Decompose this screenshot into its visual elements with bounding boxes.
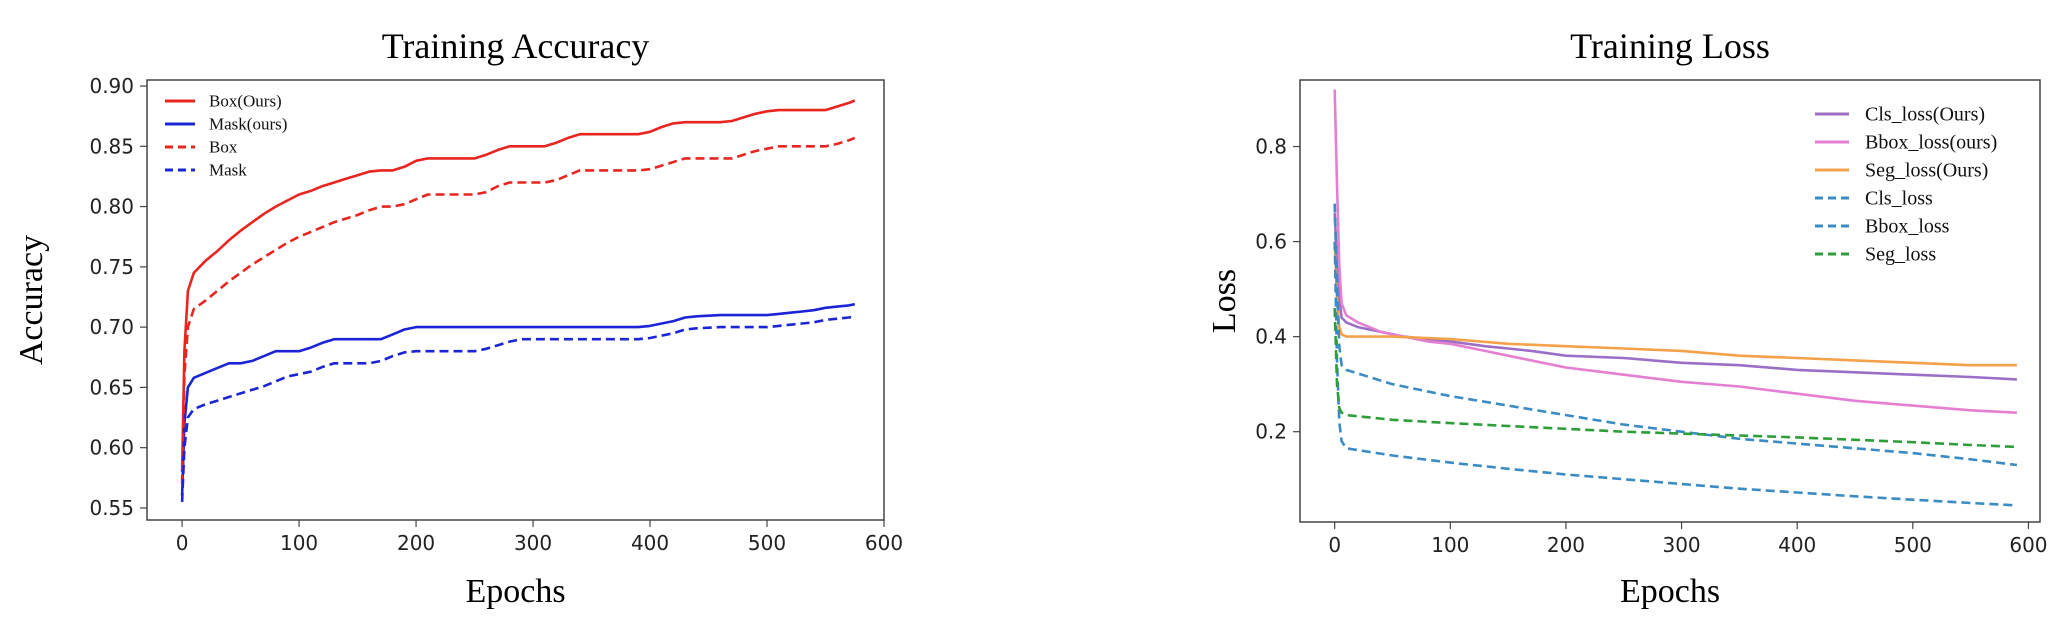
acc-x-tick-label: 0 xyxy=(176,531,189,555)
acc-legend-label: Box(Ours) xyxy=(209,92,282,111)
acc-y-tick-label: 0.65 xyxy=(89,375,134,399)
acc-series-line-0 xyxy=(180,99,856,472)
acc-legend-label: Mask(ours) xyxy=(209,115,287,134)
acc-x-tick-label: 200 xyxy=(397,531,435,555)
acc-series-line-1 xyxy=(180,302,856,496)
acc-x-axis-label: Epochs xyxy=(465,573,565,610)
acc-x-tick-label: 400 xyxy=(631,531,669,555)
loss-legend-label: Bbox_loss(ours) xyxy=(1865,132,1997,154)
acc-y-tick-label: 0.80 xyxy=(89,195,134,219)
loss-legend-label: Cls_loss(Ours) xyxy=(1865,104,1985,126)
acc-y-tick-label: 0.90 xyxy=(89,74,134,98)
acc-y-axis-label: Accuracy xyxy=(13,235,50,365)
loss-y-tick-label: 0.2 xyxy=(1255,420,1287,444)
loss-legend-label: Cls_loss xyxy=(1865,188,1933,210)
acc-y-tick-label: 0.75 xyxy=(89,255,134,279)
acc-legend: Box(Ours) Mask(ours) Box Mask xyxy=(165,92,287,180)
acc-x-tick-label: 600 xyxy=(865,531,903,555)
loss-x-tick-label: 600 xyxy=(2009,533,2047,557)
acc-y-tick-label: 0.85 xyxy=(89,134,134,158)
loss-legend: Cls_loss(Ours) Bbox_loss(ours) Seg_loss(Ou… xyxy=(1815,104,1997,266)
acc-x-tick-label: 100 xyxy=(280,531,318,555)
acc-x-tick-label: 300 xyxy=(514,531,552,555)
acc-y-tick-label: 0.55 xyxy=(89,496,134,520)
loss-plot-frame xyxy=(1299,79,2041,523)
loss-legend-label: Seg_loss xyxy=(1865,244,1936,266)
acc-y-tick-label: 0.70 xyxy=(89,315,134,339)
loss-y-tick-label: 0.6 xyxy=(1255,230,1287,254)
acc-y-tick-label: 0.60 xyxy=(89,436,134,460)
acc-legend-label: Mask xyxy=(209,161,247,180)
loss-legend-label: Seg_loss(Ours) xyxy=(1865,160,1988,182)
acc-plot-frame xyxy=(146,79,885,521)
acc-x-tick-label: 500 xyxy=(748,531,786,555)
loss-series-line-1 xyxy=(1333,89,2017,414)
loss-series-line-5 xyxy=(1333,308,2017,449)
loss-series-line-3 xyxy=(1333,203,2018,467)
loss-x-tick-label: 100 xyxy=(1431,533,1469,557)
acc-series-line-3 xyxy=(180,315,856,502)
acc-series-line-2 xyxy=(180,136,856,484)
loss-legend-label: Bbox_loss xyxy=(1865,216,1950,238)
loss-x-tick-label: 200 xyxy=(1547,533,1585,557)
loss-y-tick-label: 0.4 xyxy=(1255,325,1287,349)
loss-y-axis-label: Loss xyxy=(1206,269,1243,333)
loss-series-line-2 xyxy=(1333,241,2017,367)
loss-series-line-0 xyxy=(1333,213,2017,381)
loss-y-tick-label: 0.8 xyxy=(1255,135,1287,159)
loss-x-tick-label: 0 xyxy=(1328,533,1341,557)
acc-chart: Training Accuracy 0 100 200 300 400 500 600 0.55… xyxy=(13,26,903,610)
loss-x-axis-label: Epochs xyxy=(1620,573,1720,610)
loss-x-tick-label: 400 xyxy=(1778,533,1816,557)
loss-chart-title: Training Loss xyxy=(1570,26,1770,66)
acc-legend-label: Box xyxy=(209,138,238,157)
loss-x-tick-label: 500 xyxy=(1894,533,1932,557)
loss-x-tick-label: 300 xyxy=(1662,533,1700,557)
acc-chart-title: Training Accuracy xyxy=(382,26,650,66)
loss-chart: Training Loss 0 100 200 300 400 500 600 0.2 0.4 0.… xyxy=(1206,26,2048,610)
